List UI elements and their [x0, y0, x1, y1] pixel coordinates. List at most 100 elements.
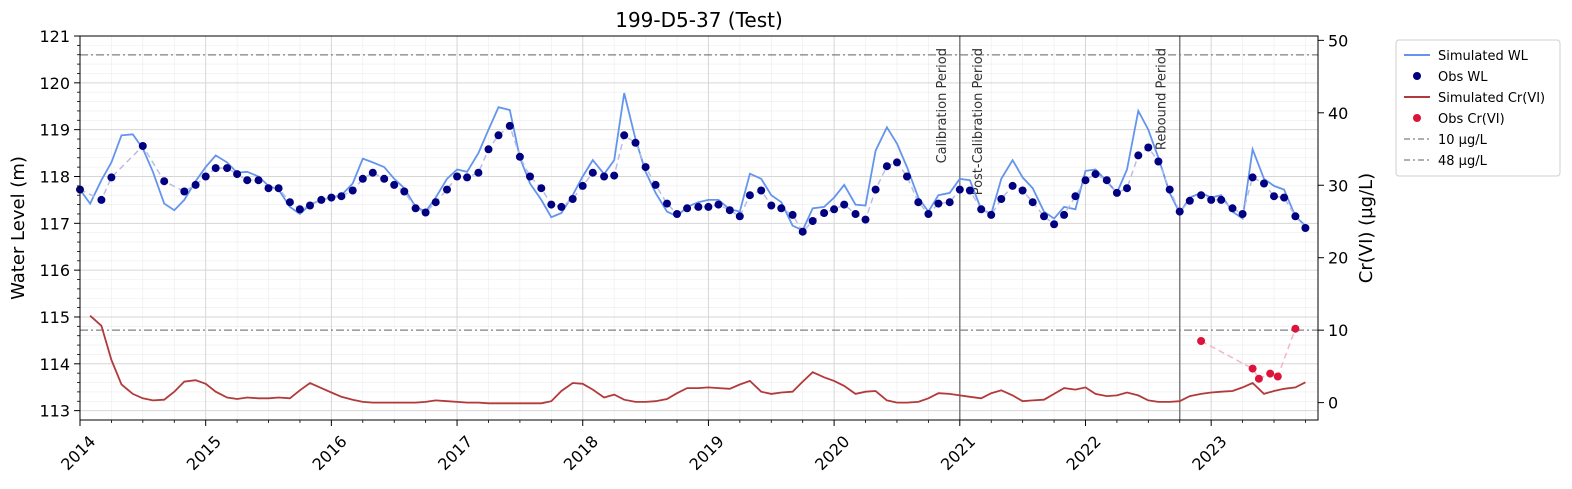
data-point [725, 206, 734, 215]
data-point [201, 172, 210, 181]
data-point [620, 131, 629, 140]
data-point [1197, 191, 1206, 200]
data-point [1018, 186, 1027, 195]
data-point [694, 202, 703, 211]
period-label: Rebound Period [1155, 48, 1170, 150]
data-point [600, 172, 609, 181]
series-dashed-connector [79, 124, 1306, 233]
y-left-tick-label: 121 [39, 27, 70, 46]
chart-title: 199-D5-37 (Test) [615, 8, 783, 32]
data-point [673, 210, 681, 218]
data-point [987, 210, 996, 219]
data-point [1060, 210, 1069, 219]
data-point [777, 204, 786, 213]
data-point [295, 205, 304, 214]
data-point [138, 142, 147, 150]
data-point [107, 173, 116, 182]
data-point [515, 152, 524, 161]
legend-swatch [1413, 114, 1421, 122]
plot-frame [79, 35, 1319, 421]
legend-swatch [1413, 72, 1421, 80]
data-point [641, 163, 650, 172]
data-point [1217, 195, 1226, 204]
data-point [463, 173, 472, 182]
data-point [965, 186, 974, 195]
data-point [285, 198, 294, 207]
data-point [526, 172, 534, 181]
data-point [306, 201, 314, 210]
data-point [380, 174, 389, 183]
data-point [568, 195, 577, 203]
data-point [1273, 372, 1282, 381]
data-point [1254, 374, 1263, 383]
reference-lines [80, 54, 1318, 331]
y-left-tick-label: 113 [39, 402, 70, 421]
legend-box [1395, 39, 1561, 177]
data-point [1301, 224, 1310, 232]
data-point [1081, 176, 1090, 185]
data-point [1291, 212, 1300, 221]
data-point [180, 187, 189, 196]
data-point [840, 200, 849, 209]
y-axis-left-label: Water Level (m) [8, 156, 29, 300]
data-point [1008, 181, 1017, 190]
y-left-tick-label: 116 [39, 261, 70, 280]
data-point [788, 210, 797, 219]
y-left-tick-label: 118 [39, 167, 70, 186]
data-point [830, 205, 839, 214]
y-right-tick-label: 20 [1328, 249, 1348, 268]
y-right-tick-label: 50 [1328, 31, 1348, 50]
data-point [578, 181, 587, 190]
data-point [798, 227, 807, 236]
data-point [1144, 143, 1153, 152]
data-point [1248, 364, 1257, 373]
y-right-tick-label: 40 [1328, 104, 1348, 123]
data-point [955, 185, 964, 194]
data-point [337, 192, 346, 201]
data-point [1207, 195, 1216, 204]
data-point [871, 185, 880, 194]
data-point [893, 158, 901, 167]
data-point [610, 171, 619, 180]
legend-label: Simulated WL [1438, 49, 1529, 64]
data-point [631, 138, 640, 147]
data-point [400, 187, 409, 196]
y-right-tick-label: 30 [1328, 176, 1348, 195]
data-point [411, 204, 420, 213]
grid [79, 35, 1318, 420]
data-point [494, 131, 503, 140]
y-left-tick-label: 115 [39, 308, 70, 327]
data-point [745, 191, 754, 200]
y-right-tick-label: 0 [1328, 394, 1338, 413]
data-point [327, 193, 336, 202]
x-tick-label: 2015 [183, 432, 225, 474]
data-point [1134, 151, 1143, 160]
data-point [914, 198, 923, 207]
data-point [505, 121, 514, 130]
legend-label: Obs Cr(VI) [1438, 112, 1505, 127]
y-left-tick-label: 117 [39, 214, 70, 233]
data-point [421, 208, 430, 217]
data-point [453, 172, 462, 181]
data-point [274, 184, 283, 193]
data-point [191, 180, 200, 189]
data-point [945, 198, 954, 207]
data-point [97, 195, 106, 204]
data-point [714, 200, 723, 209]
data-point [484, 145, 493, 154]
data-point [924, 210, 933, 218]
data-point [254, 176, 263, 185]
period-label: Post-Calibration Period [971, 48, 986, 195]
data-point [160, 177, 169, 186]
data-point [977, 205, 986, 214]
x-tick-label: 2017 [434, 432, 476, 474]
data-point [997, 195, 1006, 203]
data-point [443, 185, 451, 194]
data-point [1050, 220, 1059, 229]
data-point [704, 202, 713, 211]
data-point [1260, 179, 1268, 188]
data-point [735, 212, 744, 221]
data-point [1123, 184, 1131, 193]
x-tick-label: 2014 [57, 432, 99, 474]
